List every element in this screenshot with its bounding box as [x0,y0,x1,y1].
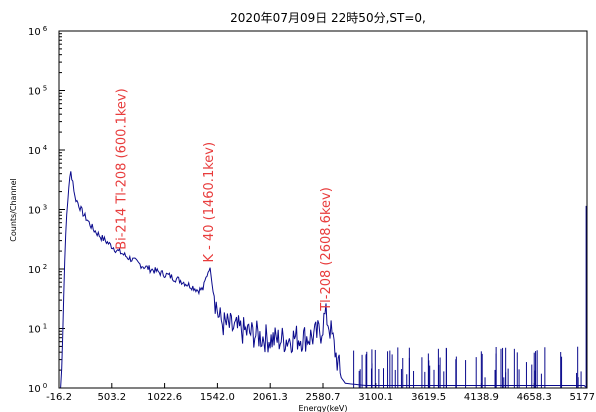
y-tick-label: 10 3 [28,204,47,217]
y-tick-label: 10 1 [28,323,47,336]
annotations: Bi-214 Tl-208 (600.1kev) K - 40 (1460.1ke… [115,88,334,311]
y-tick-label: 10 4 [28,144,48,157]
chart-title: 2020年07月09日 22時50分,ST=0, [230,11,426,25]
peak-annotation: Tl-208 (2608.6kev) [319,187,334,312]
x-tick-label: 2580.7 [306,392,341,403]
peak-annotation: Bi-214 Tl-208 (600.1kev) [115,88,130,249]
x-tick-label: 3100.1 [358,392,393,403]
x-tick-label: 1542.0 [200,392,235,403]
x-tick-label: 5177.7 [570,392,596,403]
x-tick-label: 503.2 [97,392,126,403]
y-tick-label: 10 2 [28,263,47,276]
y-tick-label: 10 6 [28,25,48,38]
x-tick-label: 3619.5 [411,392,446,403]
x-axis-title: Energy(keV) [299,404,348,412]
x-tick-label: 4138.9 [464,392,499,403]
series-noise [353,205,588,388]
y-tick-label: 10 5 [28,85,47,98]
x-tick-label: 1022.6 [147,392,182,403]
x-tick-labels: -16.2 503.2 1022.6 1542.0 2061.3 2580.7 3100.1… [46,392,596,403]
x-tick-label: 4658.3 [517,392,552,403]
x-tick-label: 2061.3 [253,392,288,403]
peak-annotation: K - 40 (1460.1kev) [202,142,217,263]
plot-frame [58,30,588,389]
series-line [59,171,588,389]
y-axis-title: Counts/Channel [9,178,18,241]
x-tick-label: -16.2 [46,392,72,403]
y-tick-label: 10 0 [28,382,47,395]
